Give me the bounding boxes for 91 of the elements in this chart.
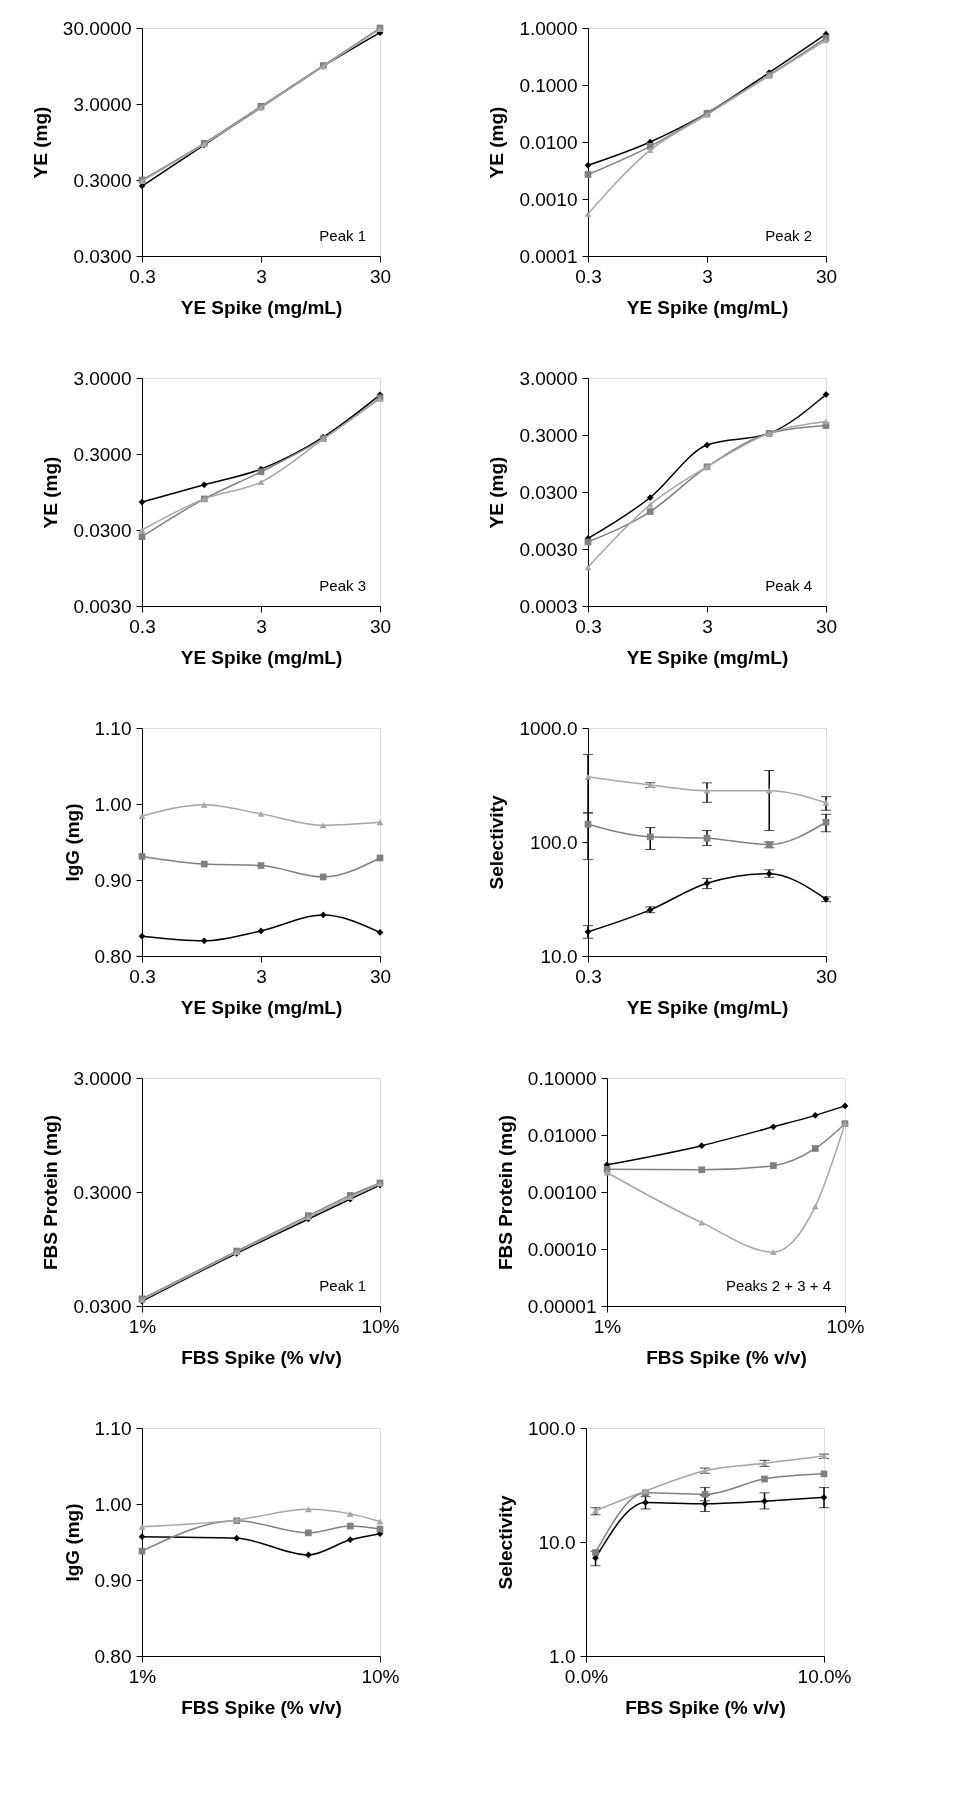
x-tick-label: 30	[369, 265, 392, 287]
x-tick-label: 30	[369, 615, 392, 637]
x-axis-title: FBS Spike (% v/v)	[646, 1346, 807, 1368]
y-tick-label: 1.0	[549, 1645, 576, 1667]
y-tick-label: 0.0300	[519, 481, 578, 503]
y-tick-label: 10.0	[538, 1531, 576, 1553]
x-axis-title: FBS Spike (% v/v)	[181, 1696, 342, 1718]
x-tick-label: 3	[256, 265, 267, 287]
y-tick-label: 100.0	[527, 1417, 576, 1439]
x-tick-label: 3	[256, 965, 267, 987]
y-tick-label: 1.10	[94, 717, 132, 739]
y-tick-label: 0.0030	[73, 595, 132, 617]
y-tick-label: 0.00100	[527, 1181, 597, 1203]
y-tick-label: 1000.0	[519, 717, 578, 739]
x-tick-label: 3	[702, 265, 713, 287]
annotation: Peak 3	[319, 577, 366, 594]
x-tick-label: 1%	[128, 1665, 157, 1687]
y-tick-label: 0.90	[94, 869, 132, 891]
x-tick-label: 10.0%	[797, 1665, 852, 1687]
y-axis-title: Selectivity	[486, 795, 508, 890]
y-tick-label: 1.00	[94, 793, 132, 815]
x-tick-label: 0.3	[129, 265, 156, 287]
x-tick-label: 30	[815, 265, 838, 287]
y-tick-label: 10.0	[540, 945, 578, 967]
y-axis-title: YE (mg)	[486, 106, 508, 179]
y-tick-label: 0.3000	[73, 169, 132, 191]
y-tick-label: 0.0003	[519, 595, 578, 617]
y-tick-label: 1.0000	[519, 17, 578, 39]
x-tick-label: 3	[702, 615, 713, 637]
y-tick-label: 0.0100	[519, 131, 578, 153]
y-tick-label: 0.0010	[519, 188, 578, 210]
y-tick-label: 0.0001	[519, 245, 578, 267]
y-tick-label: 0.01000	[527, 1124, 597, 1146]
y-tick-label: 0.00001	[527, 1295, 597, 1317]
y-tick-label: 0.10000	[527, 1067, 597, 1089]
y-axis-title: YE (mg)	[486, 456, 508, 529]
y-tick-label: 100.0	[529, 831, 578, 853]
annotation: Peak 2	[765, 227, 812, 244]
x-tick-label: 10%	[361, 1315, 400, 1337]
x-tick-label: 0.3	[575, 615, 602, 637]
y-tick-label: 0.3000	[519, 424, 578, 446]
y-tick-label: 1.10	[94, 1417, 132, 1439]
x-tick-label: 30	[815, 615, 838, 637]
y-tick-label: 1.00	[94, 1493, 132, 1515]
y-tick-label: 0.0300	[73, 1295, 132, 1317]
annotation: Peak 4	[765, 577, 812, 594]
y-tick-label: 0.0030	[519, 538, 578, 560]
annotation: Peaks 2 + 3 + 4	[725, 1277, 831, 1294]
y-axis-title: Selectivity	[494, 1495, 516, 1590]
x-axis-title: YE Spike (mg/mL)	[626, 646, 789, 668]
x-tick-label: 0.3	[575, 265, 602, 287]
y-axis-title: FBS Protein (mg)	[40, 1114, 62, 1271]
x-axis-title: YE Spike (mg/mL)	[626, 996, 789, 1018]
y-tick-label: 3.0000	[519, 367, 578, 389]
y-tick-label: 0.80	[94, 945, 132, 967]
y-axis-title: FBS Protein (mg)	[494, 1114, 516, 1271]
x-tick-label: 0.0%	[564, 1665, 609, 1687]
y-tick-label: 3.0000	[73, 1067, 132, 1089]
y-axis-title: IgG (mg)	[61, 1503, 83, 1582]
x-axis-title: YE Spike (mg/mL)	[626, 296, 789, 318]
y-axis-title: IgG (mg)	[61, 803, 83, 882]
x-tick-label: 30	[369, 965, 392, 987]
y-tick-label: 3.0000	[73, 93, 132, 115]
x-axis-title: YE Spike (mg/mL)	[180, 996, 343, 1018]
x-tick-label: 3	[256, 615, 267, 637]
y-tick-label: 0.0300	[73, 245, 132, 267]
y-tick-label: 0.90	[94, 1569, 132, 1591]
y-axis-title: YE (mg)	[40, 456, 62, 529]
x-tick-label: 10%	[361, 1665, 400, 1687]
y-axis-title: YE (mg)	[29, 106, 51, 179]
x-tick-label: 1%	[128, 1315, 157, 1337]
x-tick-label: 10%	[826, 1315, 865, 1337]
x-tick-label: 0.3	[129, 965, 156, 987]
y-tick-label: 0.80	[94, 1645, 132, 1667]
y-tick-label: 30.0000	[62, 17, 132, 39]
y-tick-label: 0.00010	[527, 1238, 597, 1260]
x-axis-title: FBS Spike (% v/v)	[181, 1346, 342, 1368]
x-axis-title: YE Spike (mg/mL)	[180, 646, 343, 668]
y-tick-label: 0.3000	[73, 443, 132, 465]
x-tick-label: 1%	[593, 1315, 622, 1337]
y-tick-label: 0.3000	[73, 1181, 132, 1203]
x-axis-title: FBS Spike (% v/v)	[625, 1696, 786, 1718]
x-tick-label: 0.3	[129, 615, 156, 637]
annotation: Peak 1	[319, 227, 366, 244]
x-tick-label: 30	[815, 965, 838, 987]
y-tick-label: 3.0000	[73, 367, 132, 389]
x-axis-title: YE Spike (mg/mL)	[180, 296, 343, 318]
x-tick-label: 0.3	[575, 965, 602, 987]
y-tick-label: 0.1000	[519, 74, 578, 96]
annotation: Peak 1	[319, 1277, 366, 1294]
y-tick-label: 0.0300	[73, 519, 132, 541]
